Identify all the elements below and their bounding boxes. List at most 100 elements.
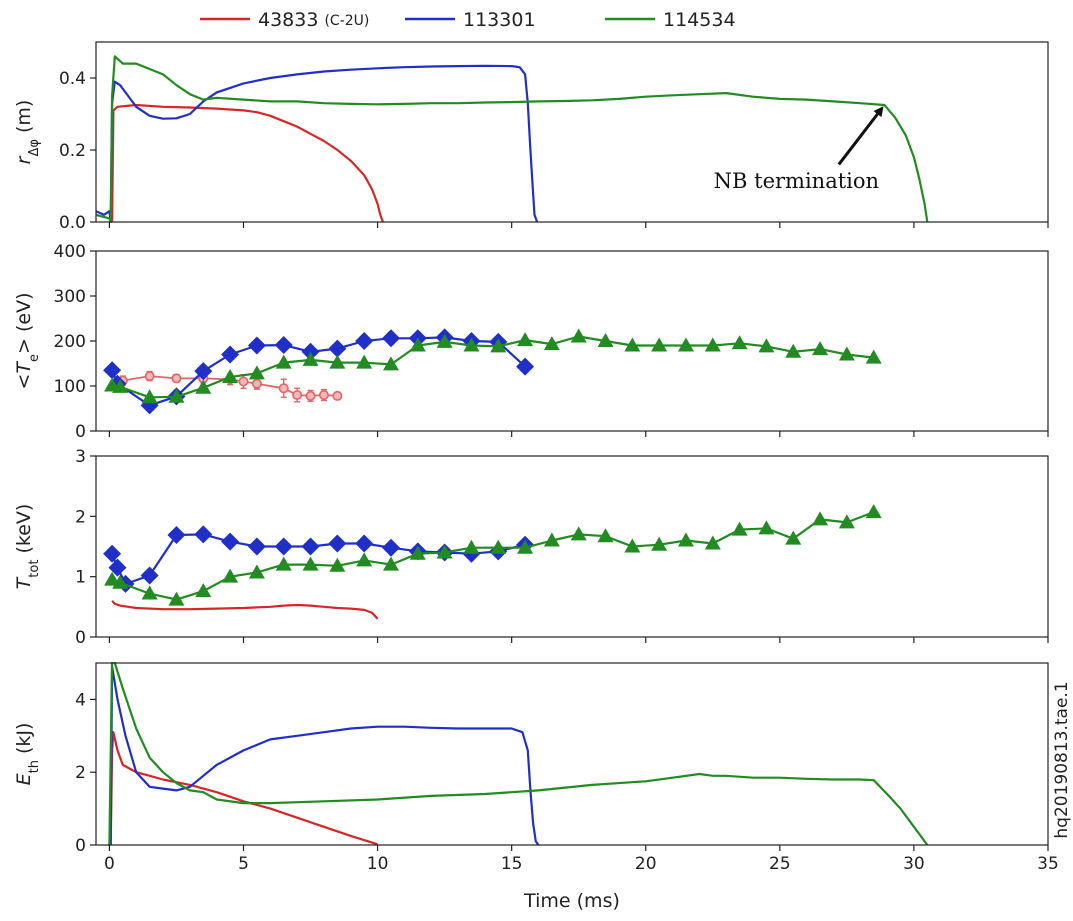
legend-label-114534: 114534 xyxy=(663,9,736,31)
panel-ttot: 0 1 2 3 Ttot (keV) xyxy=(13,447,1049,648)
data-point-113301 xyxy=(301,342,320,361)
ytick-label-eth: 0 xyxy=(75,836,86,856)
data-point-114534 xyxy=(302,351,319,366)
xtick-label: 0 xyxy=(104,854,115,874)
xtick-label: 10 xyxy=(367,854,389,874)
panel-r: 0.0 0.2 0.4 rΔφ (m) NB termination xyxy=(13,41,1049,233)
ytick-label-r: 0.0 xyxy=(59,213,86,233)
data-point-114534 xyxy=(490,539,507,554)
plot-area-te xyxy=(103,328,882,415)
data-point-114534 xyxy=(838,514,855,529)
ytick-label-ttot: 3 xyxy=(75,447,86,467)
data-point-114534 xyxy=(436,333,453,348)
data-point-114534 xyxy=(356,354,373,369)
data-point-113301 xyxy=(140,566,159,585)
series-line-114534 xyxy=(111,511,875,601)
data-point-114534 xyxy=(651,536,668,551)
data-point-114534 xyxy=(168,388,185,403)
series-line-114534 xyxy=(111,335,874,399)
data-point-114534 xyxy=(597,528,614,543)
data-point-114534 xyxy=(758,520,775,535)
data-point-114534 xyxy=(865,504,882,519)
data-point-114534 xyxy=(651,337,668,352)
series-line-113301 xyxy=(96,64,539,223)
frame-eth xyxy=(95,662,1049,846)
data-point-113301 xyxy=(516,357,535,376)
data-point-114534 xyxy=(517,539,534,554)
legend-label-113301: 113301 xyxy=(463,9,536,31)
legend: 43833 (C-2U) 113301 114534 xyxy=(200,9,736,31)
data-point-114534 xyxy=(112,378,129,393)
plot-area-r xyxy=(96,55,929,223)
ytick-label-eth: 4 xyxy=(75,690,86,710)
data-point-43833 xyxy=(171,373,182,384)
side-label: hq20190813.tae.1 xyxy=(1052,681,1072,838)
data-point-114534 xyxy=(490,338,507,353)
data-point-113301 xyxy=(194,525,213,544)
series-line-114534 xyxy=(96,55,929,223)
data-point-114534 xyxy=(758,338,775,353)
ytick-label-ttot: 2 xyxy=(75,507,86,527)
data-point-114534 xyxy=(812,511,829,526)
data-point-114534 xyxy=(248,365,265,380)
data-point-114534 xyxy=(195,583,212,598)
ytick-label-te: 0 xyxy=(75,422,86,442)
data-point-114534 xyxy=(222,568,239,583)
data-point-114534 xyxy=(329,354,346,369)
data-point-114534 xyxy=(785,530,802,545)
data-point-114534 xyxy=(517,332,534,347)
data-point-113301 xyxy=(247,537,266,556)
ytick-label-te: 300 xyxy=(54,287,86,307)
xtick-label: 35 xyxy=(1037,854,1059,874)
data-point-113301 xyxy=(221,532,240,551)
data-point-114534 xyxy=(195,379,212,394)
data-point-43833 xyxy=(292,389,303,400)
data-point-113301 xyxy=(301,537,320,556)
data-point-113301 xyxy=(274,537,293,556)
series-line-43833 xyxy=(111,103,384,223)
ylabel-r: rΔφ (m) xyxy=(13,100,42,165)
data-point-114534 xyxy=(329,557,346,572)
data-point-114534 xyxy=(838,346,855,361)
data-point-43833 xyxy=(144,371,155,382)
data-point-114534 xyxy=(141,585,158,600)
plot-area-ttot xyxy=(103,504,882,620)
data-point-113301 xyxy=(355,534,374,553)
data-point-114534 xyxy=(704,337,721,352)
ytick-label-te: 100 xyxy=(54,377,86,397)
data-point-114534 xyxy=(785,343,802,358)
data-point-113301 xyxy=(108,558,127,577)
ytick-label-te: 400 xyxy=(54,242,86,262)
data-point-114534 xyxy=(731,521,748,536)
x-axis: 0 5 10 15 20 25 30 35 Time (ms) xyxy=(104,854,1059,912)
data-point-113301 xyxy=(274,336,293,355)
data-point-114534 xyxy=(112,574,129,589)
ytick-label-r: 0.2 xyxy=(59,141,86,161)
ytick-label-te: 200 xyxy=(54,332,86,352)
data-point-114534 xyxy=(168,591,185,606)
data-point-114534 xyxy=(624,538,641,553)
ytick-label-eth: 2 xyxy=(75,763,86,783)
ytick-label-ttot: 1 xyxy=(75,568,86,588)
data-point-114534 xyxy=(570,328,587,343)
data-point-114534 xyxy=(543,336,560,351)
data-point-114534 xyxy=(302,556,319,571)
series-line-113301 xyxy=(109,665,540,846)
data-point-114534 xyxy=(731,335,748,350)
data-point-114534 xyxy=(597,333,614,347)
xtick-label: 20 xyxy=(635,854,657,874)
data-point-113301 xyxy=(381,538,400,557)
data-point-43833 xyxy=(278,383,289,394)
data-point-114534 xyxy=(141,389,158,404)
data-point-114534 xyxy=(570,526,587,541)
data-point-114534 xyxy=(275,354,292,369)
data-point-114534 xyxy=(275,556,292,571)
series-line-114534 xyxy=(108,662,929,846)
data-point-43833 xyxy=(251,378,262,389)
xtick-label: 5 xyxy=(238,854,249,874)
data-point-113301 xyxy=(355,332,374,350)
xtick-label: 30 xyxy=(903,854,925,874)
data-point-113301 xyxy=(381,329,400,348)
data-point-113301 xyxy=(167,526,186,545)
